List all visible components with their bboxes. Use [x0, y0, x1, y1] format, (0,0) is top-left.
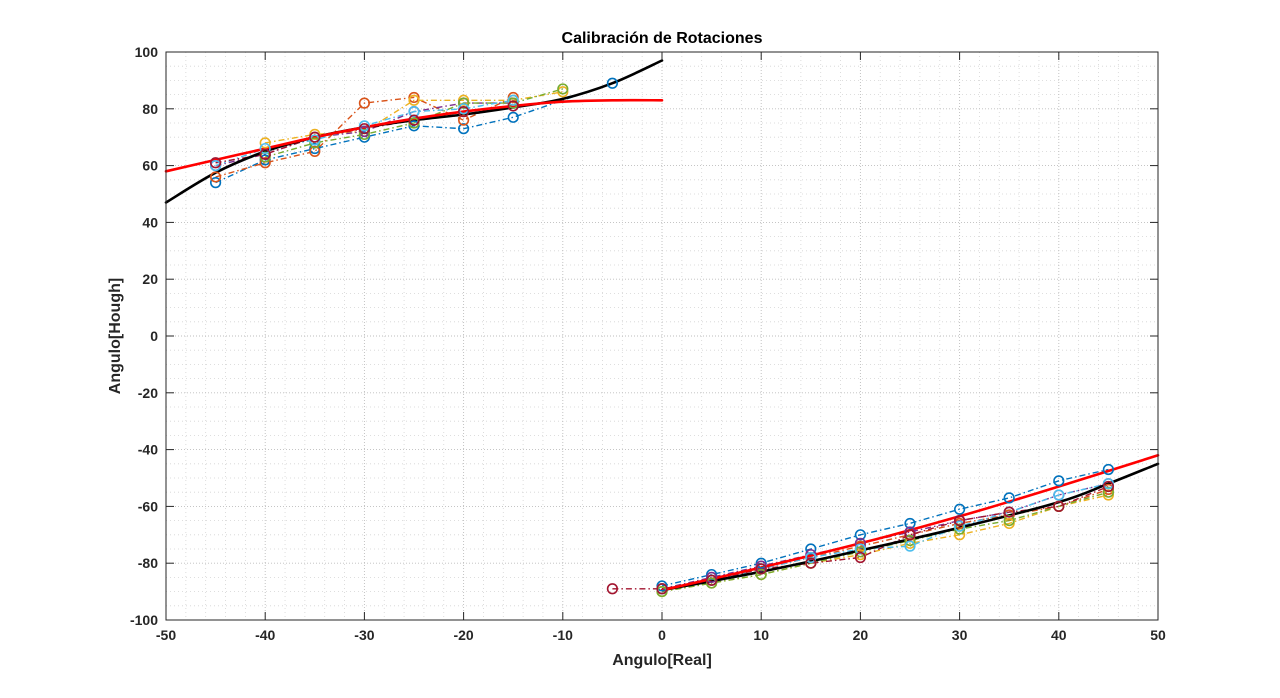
y-ticks: 100 80 60 40 20 0 -20 -40 -60 -80 -100: [130, 44, 1158, 628]
data-point-7: [458, 106, 470, 118]
data-point-5: [1003, 514, 1015, 527]
data-point-5: [358, 128, 371, 140]
data-point-6: [1053, 489, 1065, 501]
data-point-7: [755, 563, 767, 575]
x-tick-label: 50: [1150, 627, 1166, 643]
fit-curve-1-segment-1: [164, 59, 664, 204]
data-point-6: [904, 540, 916, 552]
data-point-6: [953, 520, 966, 532]
data-point-7: [805, 557, 817, 569]
data-point-7: [1003, 506, 1015, 518]
fit-curves: [164, 59, 1160, 592]
x-ticks: -50 -40 -30 -20 -10 0 10 20 30 40 50: [156, 52, 1166, 643]
data-point-4: [854, 537, 867, 549]
data-point-1: [1003, 492, 1015, 504]
y-tick-label: -20: [138, 385, 158, 401]
data-point-5: [904, 534, 916, 547]
x-axis-label: Angulo[Real]: [612, 652, 712, 669]
data-point-1: [458, 123, 470, 135]
data-point-1: [606, 77, 619, 89]
data-point-3: [408, 94, 420, 106]
data-point-5: [557, 83, 569, 95]
series-line-5-negative: [265, 88, 563, 158]
y-tick-label: -40: [138, 442, 158, 458]
y-tick-label: -80: [138, 555, 158, 571]
x-tick-label: 0: [658, 627, 666, 643]
data-point-1: [507, 111, 519, 123]
series-line-1-negative: [215, 82, 613, 184]
data-point-5: [755, 568, 767, 581]
y-tick-label: 60: [142, 158, 158, 174]
series-line-5-positive: [661, 491, 1109, 593]
y-axis-label: Angulo[Hough]: [107, 278, 124, 394]
data-point-1: [210, 177, 222, 189]
data-point-7: [210, 157, 222, 169]
x-tick-label: -20: [453, 627, 473, 643]
fit-curve-1-segment-2: [660, 462, 1160, 592]
x-tick-label: -40: [255, 627, 275, 643]
data-point-6: [507, 94, 519, 106]
data-point-2: [458, 114, 470, 126]
data-point-6: [408, 106, 420, 118]
data-point-7: [358, 123, 371, 135]
series-line-2-positive: [661, 488, 1109, 590]
plot-area: -50 -40 -30 -20 -10 0 10 20 30 40 50 100806040200-…: [130, 44, 1166, 643]
data-point-7: [1102, 480, 1114, 493]
data-point-7: [854, 551, 867, 564]
data-point-7: [953, 514, 966, 527]
series-line-6-negative: [215, 99, 514, 167]
data-point-6: [805, 551, 817, 564]
data-point-5: [1102, 486, 1114, 498]
data-point-5: [458, 97, 470, 109]
x-tick-label: 40: [1051, 627, 1067, 643]
x-tick-label: 10: [753, 627, 769, 643]
x-tick-label: -30: [354, 627, 374, 643]
data-point-7: [408, 114, 420, 126]
data-point-1: [1053, 475, 1065, 487]
data-point-1: [953, 503, 966, 515]
chart-title: Calibración de Rotaciones: [562, 30, 763, 47]
data-point-1: [904, 517, 916, 530]
data-point-7: [1053, 500, 1065, 513]
data-point-3: [259, 137, 271, 149]
series-line-6-positive: [661, 483, 1109, 590]
plot-content: [164, 59, 1160, 598]
series-line-3-positive: [661, 494, 1109, 593]
data-point-2: [358, 97, 371, 109]
data-point-1: [1102, 463, 1114, 476]
series-line-1-positive: [661, 468, 1109, 587]
data-point-2: [309, 145, 321, 157]
series-line-7-negative: [215, 105, 514, 164]
x-tick-label: 30: [952, 627, 968, 643]
y-tick-label: 40: [142, 214, 158, 230]
data-point-7: [904, 529, 916, 541]
series-markers: [210, 77, 1114, 598]
data-point-2: [210, 171, 222, 183]
y-tick-label: -100: [130, 612, 158, 628]
y-tick-label: 20: [142, 271, 158, 287]
data-point-7: [309, 131, 321, 143]
series-line-3-negative: [265, 91, 563, 144]
y-tick-label: 80: [142, 101, 158, 117]
y-tick-label: 0: [150, 328, 158, 344]
y-tick-label: -60: [138, 498, 158, 514]
x-tick-label: -50: [156, 627, 176, 643]
data-point-1: [805, 543, 817, 555]
series-lines: [215, 82, 1109, 593]
x-tick-label: -10: [553, 627, 573, 643]
data-point-2: [259, 157, 271, 169]
data-point-1: [854, 529, 867, 541]
data-point-7: [507, 100, 519, 112]
y-tick-label: 100: [135, 44, 159, 60]
data-point-3: [953, 529, 966, 541]
data-point-7: [259, 148, 271, 160]
series-line-2-negative: [215, 96, 514, 178]
data-point-6: [259, 142, 271, 155]
data-point-6: [854, 543, 867, 555]
data-point-7: [656, 583, 668, 595]
x-tick-label: 20: [853, 627, 869, 643]
data-point-7: [705, 574, 718, 586]
data-point-7: [606, 583, 619, 595]
